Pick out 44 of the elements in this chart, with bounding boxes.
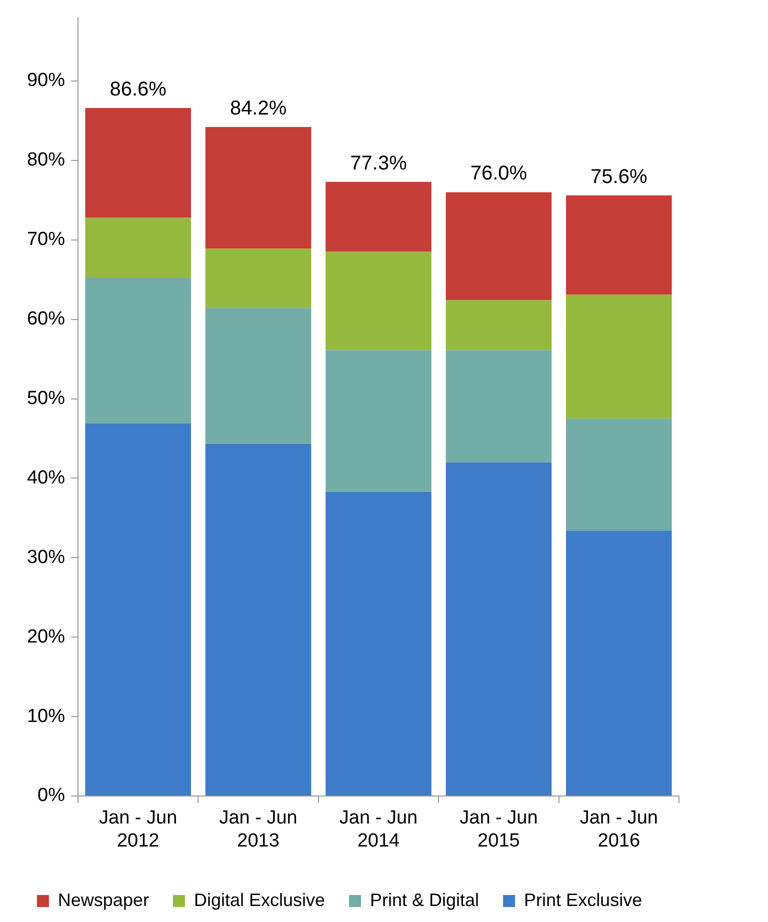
total-label: 84.2%	[230, 98, 287, 120]
bar	[446, 350, 552, 462]
bar	[446, 192, 552, 300]
legend-label: Newspaper	[58, 890, 149, 910]
bar	[205, 248, 312, 308]
bar	[205, 127, 312, 249]
x-tick-label: Jan - Jun 2012	[99, 808, 178, 852]
legend-label: Print & Digital	[370, 890, 480, 910]
x-tick-label: Jan - Jun 2014	[339, 808, 418, 852]
y-tick-label: 10%	[26, 706, 66, 727]
x-tick-label: Jan - Jun 2013	[219, 808, 298, 852]
bar	[205, 308, 312, 444]
bar	[205, 444, 312, 796]
x-tick-label: Jan - Jun 2015	[460, 808, 538, 852]
y-tick-label: 80%	[26, 150, 66, 171]
total-label: 77.3%	[350, 152, 408, 174]
y-tick-label: 70%	[26, 229, 66, 250]
legend-label: Digital Exclusive	[194, 890, 326, 910]
bar	[566, 294, 672, 419]
y-tick-label: 0%	[38, 785, 66, 806]
bar	[326, 252, 432, 350]
y-tick-label: 60%	[26, 308, 66, 330]
bar	[446, 462, 552, 796]
y-tick-label: 20%	[26, 626, 66, 648]
y-tick-label: 30%	[26, 546, 66, 568]
bar	[446, 300, 552, 350]
bar	[566, 418, 672, 531]
total-label: 75.6%	[590, 166, 648, 188]
total-label: 86.6%	[110, 78, 167, 100]
y-tick-label: 90%	[26, 70, 66, 92]
bar	[85, 218, 191, 278]
bar	[326, 182, 432, 252]
bar	[566, 195, 672, 295]
legend-label: Print Exclusive	[524, 890, 642, 910]
bar	[85, 278, 191, 424]
total-label: 76.0%	[470, 162, 528, 185]
bar	[85, 423, 191, 796]
y-tick-label: 40%	[26, 467, 66, 488]
bar	[85, 108, 191, 218]
bar	[326, 350, 432, 492]
x-tick-label: Jan - Jun 2016	[580, 808, 658, 852]
bar	[566, 530, 672, 796]
bar	[326, 492, 432, 796]
y-tick-label: 50%	[26, 388, 66, 409]
